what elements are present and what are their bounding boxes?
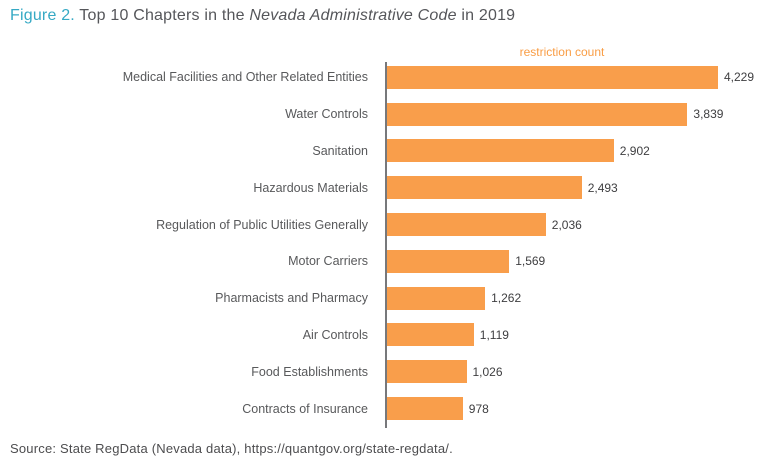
figure-title-suffix: in 2019 [456, 7, 516, 24]
bar [386, 102, 688, 126]
bar-track: 2,902 [377, 139, 768, 163]
chart-row: Motor Carriers 1,569 [0, 243, 768, 280]
x-axis-title: restriction count [519, 45, 605, 59]
bar [386, 360, 467, 384]
category-label: Regulation of Public Utilities Generally [156, 217, 368, 232]
bar [386, 323, 474, 347]
figure-title: Figure 2. Top 10 Chapters in the Nevada … [10, 7, 515, 25]
category-label: Motor Carriers [288, 254, 368, 269]
bar [386, 286, 486, 310]
chart-row: Sanitation 2,902 [0, 133, 768, 170]
bar-track: 1,119 [377, 323, 768, 347]
bar [386, 176, 582, 200]
bar-track: 1,262 [377, 286, 768, 310]
figure-number-label: Figure 2. [10, 7, 75, 24]
bar-track: 2,493 [377, 176, 768, 200]
bar [386, 65, 718, 89]
value-label: 2,493 [587, 180, 618, 195]
chart-row: Medical Facilities and Other Related Ent… [0, 59, 768, 96]
chart-row: Air Controls 1,119 [0, 317, 768, 354]
chart-row: Regulation of Public Utilities Generally… [0, 206, 768, 243]
value-label: 2,036 [551, 217, 582, 232]
chart-row: Food Establishments 1,026 [0, 353, 768, 390]
category-label: Sanitation [312, 143, 368, 158]
category-label: Pharmacists and Pharmacy [215, 291, 368, 306]
chart-row: Hazardous Materials 2,493 [0, 169, 768, 206]
value-label: 3,839 [693, 107, 724, 122]
value-label: 1,569 [515, 254, 546, 269]
category-label: Medical Facilities and Other Related Ent… [122, 70, 368, 85]
figure-title-italic: Nevada Administrative Code [249, 7, 457, 24]
bar [386, 139, 614, 163]
bar-track: 978 [377, 397, 768, 421]
y-axis-line [385, 62, 387, 428]
category-label: Hazardous Materials [253, 180, 368, 195]
chart-row: Pharmacists and Pharmacy 1,262 [0, 280, 768, 317]
bar [386, 213, 546, 237]
category-label: Contracts of Insurance [242, 401, 368, 416]
chart-rows: Medical Facilities and Other Related Ent… [0, 59, 768, 427]
chart-row: Contracts of Insurance 978 [0, 390, 768, 427]
bar [386, 397, 463, 421]
value-label: 1,119 [479, 327, 509, 342]
category-label: Air Controls [302, 327, 368, 342]
figure-title-text: Top 10 Chapters in the [74, 7, 250, 24]
bar-track: 4,229 [377, 65, 768, 89]
bar-track: 2,036 [377, 213, 768, 237]
value-label: 1,026 [472, 364, 503, 379]
bar [386, 249, 510, 273]
category-label: Food Establishments [251, 364, 368, 379]
value-label: 1,262 [491, 291, 522, 306]
bar-track: 3,839 [377, 102, 768, 126]
bar-track: 1,569 [377, 249, 768, 273]
category-label: Water Controls [285, 107, 368, 122]
bar-track: 1,026 [377, 360, 768, 384]
source-note: Source: State RegData (Nevada data), htt… [10, 441, 453, 456]
value-label: 4,229 [724, 70, 755, 85]
value-label: 978 [468, 401, 489, 416]
value-label: 2,902 [619, 143, 650, 158]
chart-row: Water Controls 3,839 [0, 96, 768, 133]
